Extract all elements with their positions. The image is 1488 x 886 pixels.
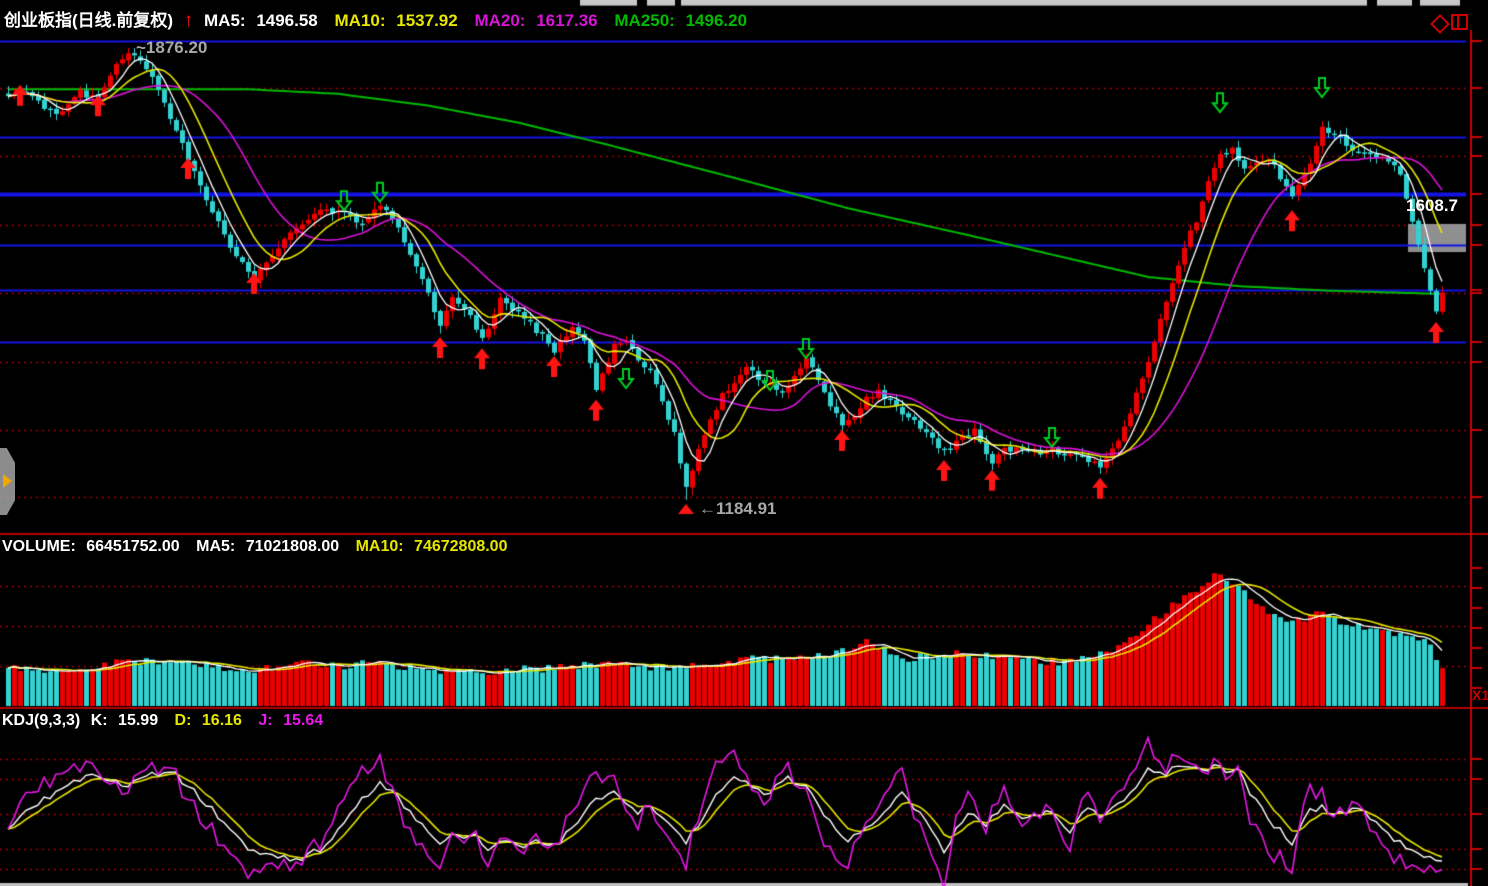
volume-ma5-value: 71021808.00	[245, 538, 340, 555]
k-label: K:	[90, 712, 108, 729]
d-readout: D: 16.16	[175, 712, 248, 729]
k-readout: K: 15.99	[91, 712, 164, 729]
kdj-title: KDJ(9,3,3)	[2, 712, 81, 729]
split-panes-divider	[1457, 16, 1459, 28]
ma250-value: 1496.20	[685, 11, 748, 30]
ma10-readout: MA10: 1537.92	[335, 11, 464, 30]
symbol-title[interactable]: 创业板指(日线.前复权)	[4, 11, 174, 30]
expand-right-icon	[3, 474, 12, 488]
ma5-readout: MA5: 1496.58	[204, 11, 324, 30]
d-label: D:	[174, 712, 192, 729]
ma5-value: 1496.58	[256, 11, 318, 30]
trend-up-icon: ↑	[183, 10, 194, 31]
volume-ma10-label: MA10:	[355, 538, 404, 555]
volume-axis-multiplier: X1	[1472, 687, 1488, 703]
high-price-annotation: ~1876.20	[136, 38, 208, 57]
ma20-readout: MA20: 1617.36	[474, 11, 603, 30]
axis-price-label: 1608.7	[1406, 196, 1458, 215]
j-label: J:	[258, 712, 273, 729]
main-chart-header: 创业板指(日线.前复权) ↑ MA5: 1496.58 MA10: 1537.9…	[4, 6, 759, 32]
j-readout: J: 15.64	[258, 712, 329, 729]
j-value: 15.64	[283, 712, 324, 729]
volume-ma10-value: 74672808.00	[414, 538, 508, 555]
ma250-readout: MA250: 1496.20	[614, 11, 753, 30]
volume-label: VOLUME:	[2, 538, 76, 555]
volume-ma5-readout: MA5: 71021808.00	[196, 538, 345, 555]
ma10-label: MA10:	[334, 11, 386, 30]
split-panes-icon[interactable]	[1451, 14, 1468, 30]
ma20-label: MA20:	[474, 11, 526, 30]
sidebar-expand-tab[interactable]	[0, 448, 15, 515]
ma20-value: 1617.36	[536, 11, 598, 30]
ma5-label: MA5:	[204, 11, 246, 30]
k-value: 15.99	[118, 712, 159, 729]
low-price-annotation: ←1184.91	[699, 499, 777, 518]
volume-value: 66451752.00	[86, 538, 180, 555]
ma250-label: MA250:	[614, 11, 675, 30]
d-value: 16.16	[201, 712, 242, 729]
ma10-value: 1537.92	[396, 11, 458, 30]
volume-ma10-readout: MA10: 74672808.00	[356, 538, 514, 555]
kdj-header: KDJ(9,3,3) K: 15.99 D: 16.16 J: 15.64	[2, 712, 335, 730]
volume-header: VOLUME: 66451752.00 MA5: 71021808.00 MA1…	[2, 538, 519, 556]
volume-readout: VOLUME: 66451752.00	[2, 538, 186, 555]
volume-ma5-label: MA5:	[196, 538, 236, 555]
